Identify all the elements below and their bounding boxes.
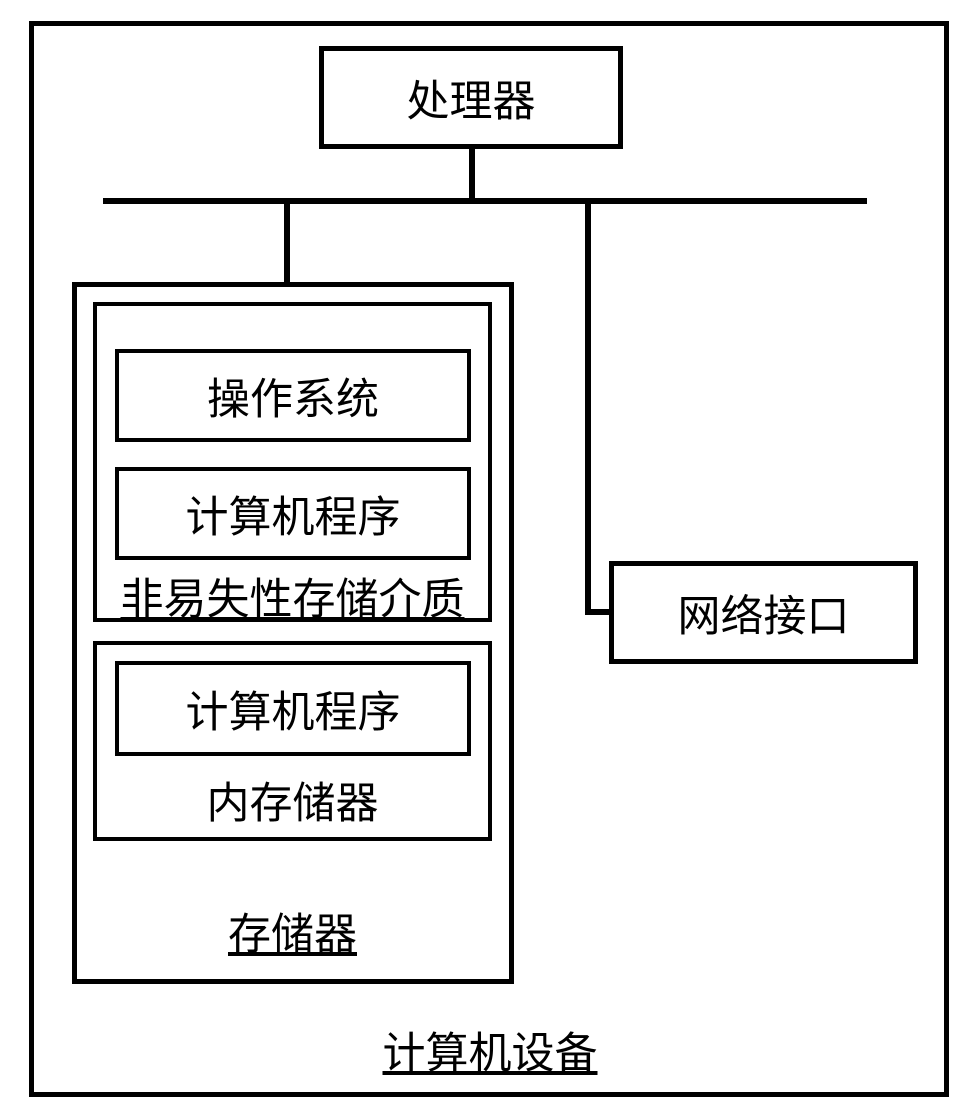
device-label: 计算机设备: [330, 1019, 650, 1081]
edge-bus-to-network-v: [585, 203, 591, 613]
nonvolatile-label: 非易失性存储介质: [93, 565, 492, 627]
os-box: 操作系统: [115, 349, 471, 442]
program1-box: 计算机程序: [115, 467, 471, 560]
program2-box: 计算机程序: [115, 661, 471, 756]
os-label: 操作系统: [207, 365, 379, 427]
program1-label: 计算机程序: [186, 483, 401, 545]
edge-bus-horizontal: [103, 198, 867, 204]
edge-bus-to-storage: [284, 203, 290, 282]
processor-box: 处理器: [319, 46, 623, 149]
diagram-canvas: 处理器 操作系统 计算机程序 非易失性存储介质 计算机程序 内存储器 存储器 网…: [0, 0, 973, 1115]
storage-label: 存储器: [93, 900, 492, 962]
program2-label: 计算机程序: [186, 678, 401, 740]
network-box: 网络接口: [609, 561, 918, 664]
internal-memory-label: 内存储器: [93, 769, 492, 831]
network-label: 网络接口: [678, 582, 850, 644]
processor-label: 处理器: [407, 67, 536, 129]
edge-processor-down: [469, 149, 475, 203]
